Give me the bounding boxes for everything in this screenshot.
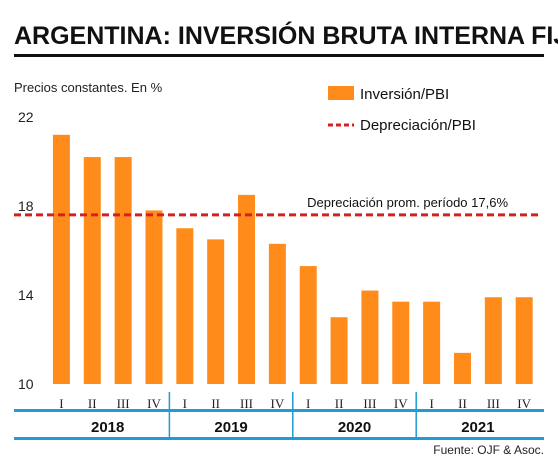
x-tick-label: I xyxy=(306,396,310,411)
x-tick-label: II xyxy=(458,396,467,411)
legend-label-investment: Inversión/PBI xyxy=(360,86,449,103)
y-tick-label: 14 xyxy=(18,287,34,303)
axis-band-bottom xyxy=(14,437,544,440)
x-tick-label: III xyxy=(240,396,253,411)
bar xyxy=(114,157,132,384)
legend-label-depreciation: Depreciación/PBI xyxy=(360,117,476,134)
legend: Inversión/PBI Depreciación/PBI xyxy=(328,86,476,134)
x-tick-label: IV xyxy=(394,396,408,411)
x-tick-label: IV xyxy=(147,396,161,411)
bar xyxy=(330,317,348,384)
source-note: Fuente: OJF & Asoc. xyxy=(433,443,544,457)
year-label: 2018 xyxy=(91,419,124,436)
x-tick-label: I xyxy=(59,396,63,411)
bar xyxy=(238,194,256,385)
bar xyxy=(52,134,70,384)
year-label: 2021 xyxy=(461,419,494,436)
x-tick-label: IV xyxy=(517,396,531,411)
title-underline xyxy=(14,54,544,57)
year-label: 2019 xyxy=(214,419,247,436)
chart-subtitle: Precios constantes. En % xyxy=(14,80,163,95)
y-axis: 10 14 18 22 xyxy=(18,109,34,392)
bar xyxy=(299,266,317,384)
x-tick-label: III xyxy=(363,396,376,411)
bar xyxy=(484,297,502,384)
bar xyxy=(83,157,101,384)
reference-line-group: Depreciación prom. período 17,6% xyxy=(14,195,540,217)
x-tick-label: II xyxy=(335,396,344,411)
x-tick-label: II xyxy=(88,396,97,411)
bar xyxy=(423,301,441,384)
bar xyxy=(392,301,410,384)
bar xyxy=(176,228,194,384)
bars xyxy=(52,134,533,385)
bar xyxy=(515,297,533,384)
x-tick-label: I xyxy=(183,396,187,411)
x-tick-label: II xyxy=(211,396,220,411)
bar xyxy=(453,352,471,384)
y-tick-label: 18 xyxy=(18,198,34,214)
axis-band-top xyxy=(14,409,544,412)
x-tick-label: III xyxy=(117,396,130,411)
x-tick-label: IV xyxy=(271,396,285,411)
bar xyxy=(207,239,225,385)
x-tick-label: III xyxy=(487,396,500,411)
y-tick-label: 10 xyxy=(18,376,34,392)
reference-line-annotation: Depreciación prom. período 17,6% xyxy=(307,195,508,210)
year-label: 2020 xyxy=(338,419,371,436)
y-tick-label: 22 xyxy=(18,109,34,125)
chart-title: ARGENTINA: INVERSIÓN BRUTA INTERNA FIJA xyxy=(14,20,558,50)
bar xyxy=(361,290,379,384)
legend-swatch-investment xyxy=(328,86,354,100)
bar xyxy=(145,210,163,384)
x-tick-label: I xyxy=(429,396,433,411)
bar xyxy=(268,243,286,384)
